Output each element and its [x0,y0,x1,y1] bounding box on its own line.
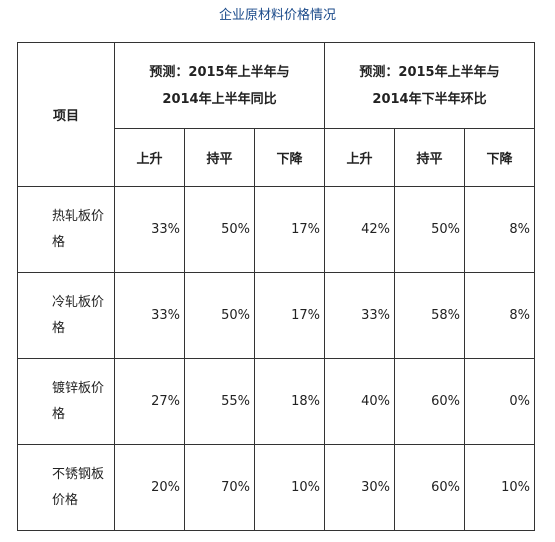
value-cell: 40% [324,358,395,445]
value-cell: 60% [394,358,465,445]
table-row: 冷轧板价 格 33% 50% 17% 33% 58% 8% [17,272,535,359]
subheader-rise: 上升 [114,128,185,187]
value-cell: 27% [114,358,185,445]
value-cell: 33% [324,272,395,359]
row-label-line: 不锈钢板 [52,466,105,482]
row-label-line: 价格 [52,492,79,508]
value-cell: 70% [184,444,255,531]
row-label-line: 冷轧板价 [52,294,105,310]
value-cell: 42% [324,186,395,273]
value-cell: 50% [184,186,255,273]
row-label: 镀锌板价 格 [17,358,115,445]
price-table: 项目 预测：2015年上半年与 2014年上半年同比 预测：2015年上半年与 … [17,42,535,531]
value-cell: 30% [324,444,395,531]
value-cell: 60% [394,444,465,531]
table-row: 镀锌板价 格 27% 55% 18% 40% 60% 0% [17,358,535,445]
value-cell: 33% [114,186,185,273]
table-row: 不锈钢板 价格 20% 70% 10% 30% 60% 10% [17,444,535,531]
subheader-flat: 持平 [184,128,255,187]
value-cell: 10% [464,444,535,531]
item-header: 项目 [17,42,115,187]
row-label-line: 格 [52,406,66,422]
value-cell: 33% [114,272,185,359]
group-header-line: 预测：2015年上半年与 [149,64,290,80]
value-cell: 8% [464,186,535,273]
group-header-qoq: 预测：2015年上半年与 2014年下半年环比 [324,42,535,129]
value-cell: 55% [184,358,255,445]
row-label-line: 镀锌板价 [52,380,105,396]
value-cell: 20% [114,444,185,531]
value-cell: 10% [254,444,325,531]
row-label: 热轧板价 格 [17,186,115,273]
value-cell: 17% [254,272,325,359]
subheader-flat: 持平 [394,128,465,187]
row-label-line: 格 [52,320,66,336]
group-header-line: 2014年上半年同比 [162,91,277,107]
row-label: 不锈钢板 价格 [17,444,115,531]
value-cell: 17% [254,186,325,273]
value-cell: 18% [254,358,325,445]
row-label: 冷轧板价 格 [17,272,115,359]
row-label-line: 热轧板价 [52,208,105,224]
group-header-line: 预测：2015年上半年与 [359,64,500,80]
value-cell: 58% [394,272,465,359]
subheader-fall: 下降 [464,128,535,187]
value-cell: 50% [394,186,465,273]
value-cell: 0% [464,358,535,445]
value-cell: 8% [464,272,535,359]
row-label-line: 格 [52,234,66,250]
page-title: 企业原材料价格情况 [218,8,336,23]
subheader-fall: 下降 [254,128,325,187]
group-header-yoy: 预测：2015年上半年与 2014年上半年同比 [114,42,325,129]
group-header-line: 2014年下半年环比 [372,91,487,107]
value-cell: 50% [184,272,255,359]
table-row: 热轧板价 格 33% 50% 17% 42% 50% 8% [17,186,535,273]
subheader-rise: 上升 [324,128,395,187]
